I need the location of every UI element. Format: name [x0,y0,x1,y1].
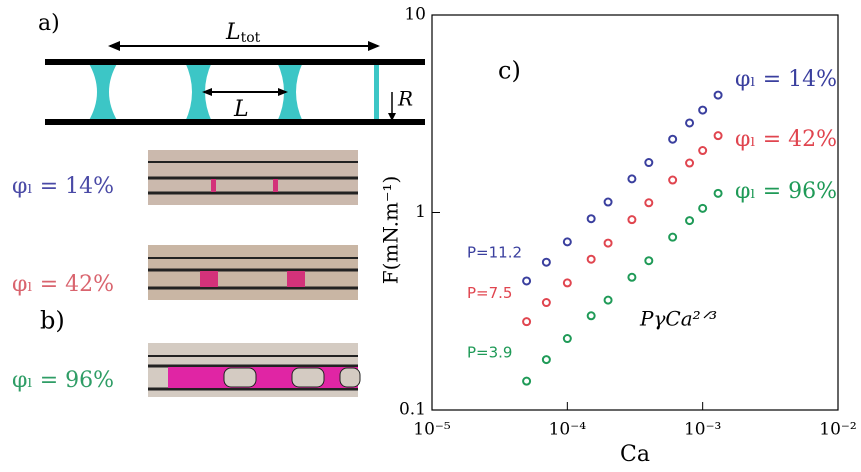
point [713,90,723,100]
point [698,105,708,115]
point [541,355,551,365]
y-tick-label: 10 [404,5,426,25]
point [586,254,596,264]
point [698,146,708,156]
y-tick-label: 1 [415,202,426,222]
point [713,188,723,198]
point [627,215,637,225]
point [644,198,654,208]
point [522,276,532,286]
point [586,311,596,321]
x-axis-label: Ca [620,442,650,467]
point [627,272,637,282]
panel-label: c) [498,57,521,85]
point [644,256,654,266]
y-axis-label: F(mN.m⁻¹) [379,176,403,285]
point [541,298,551,308]
l-label: L [233,97,249,122]
photo-label: φₗ = 96% [12,368,114,393]
ltot-main: L [225,20,241,45]
ltot-label: Ltot [225,20,261,46]
x-tick-label: 10⁻² [819,420,856,440]
point [668,134,678,144]
p-label: P=3.9 [467,344,512,362]
point [522,317,532,327]
r-label: R [397,87,413,111]
point [698,203,708,213]
point [713,131,723,141]
p-label: P=11.2 [467,243,522,261]
point [685,118,695,128]
point [603,238,613,248]
panel-label: a) [38,11,60,36]
x-tick-label: 10⁻⁵ [413,420,451,440]
photos [148,150,361,397]
photo-label: φₗ = 42% [12,272,114,297]
legend-label: φₗ = 96% [735,179,837,204]
point [668,175,678,185]
point [627,174,637,184]
point [586,214,596,224]
legend-label: φₗ = 42% [735,127,837,152]
point [668,232,678,242]
legend-label: φₗ = 14% [735,67,837,92]
y-tick-label: 0.1 [399,400,426,420]
point [644,158,654,168]
x-tick-label: 10⁻⁴ [549,420,587,440]
point [541,257,551,267]
point [685,216,695,226]
p-label: P=7.5 [467,284,512,302]
point [603,295,613,305]
point [685,158,695,168]
photo-label: φₗ = 14% [12,174,114,199]
point [522,376,532,386]
schematic [45,41,425,125]
ltot-sub: tot [241,30,261,46]
point [562,237,572,247]
annotation: PγCa²ᐟ³ [639,307,717,331]
point [603,197,613,207]
point [562,334,572,344]
point [562,278,572,288]
panel-label: b) [40,307,65,335]
x-tick-label: 10⁻³ [684,420,721,440]
